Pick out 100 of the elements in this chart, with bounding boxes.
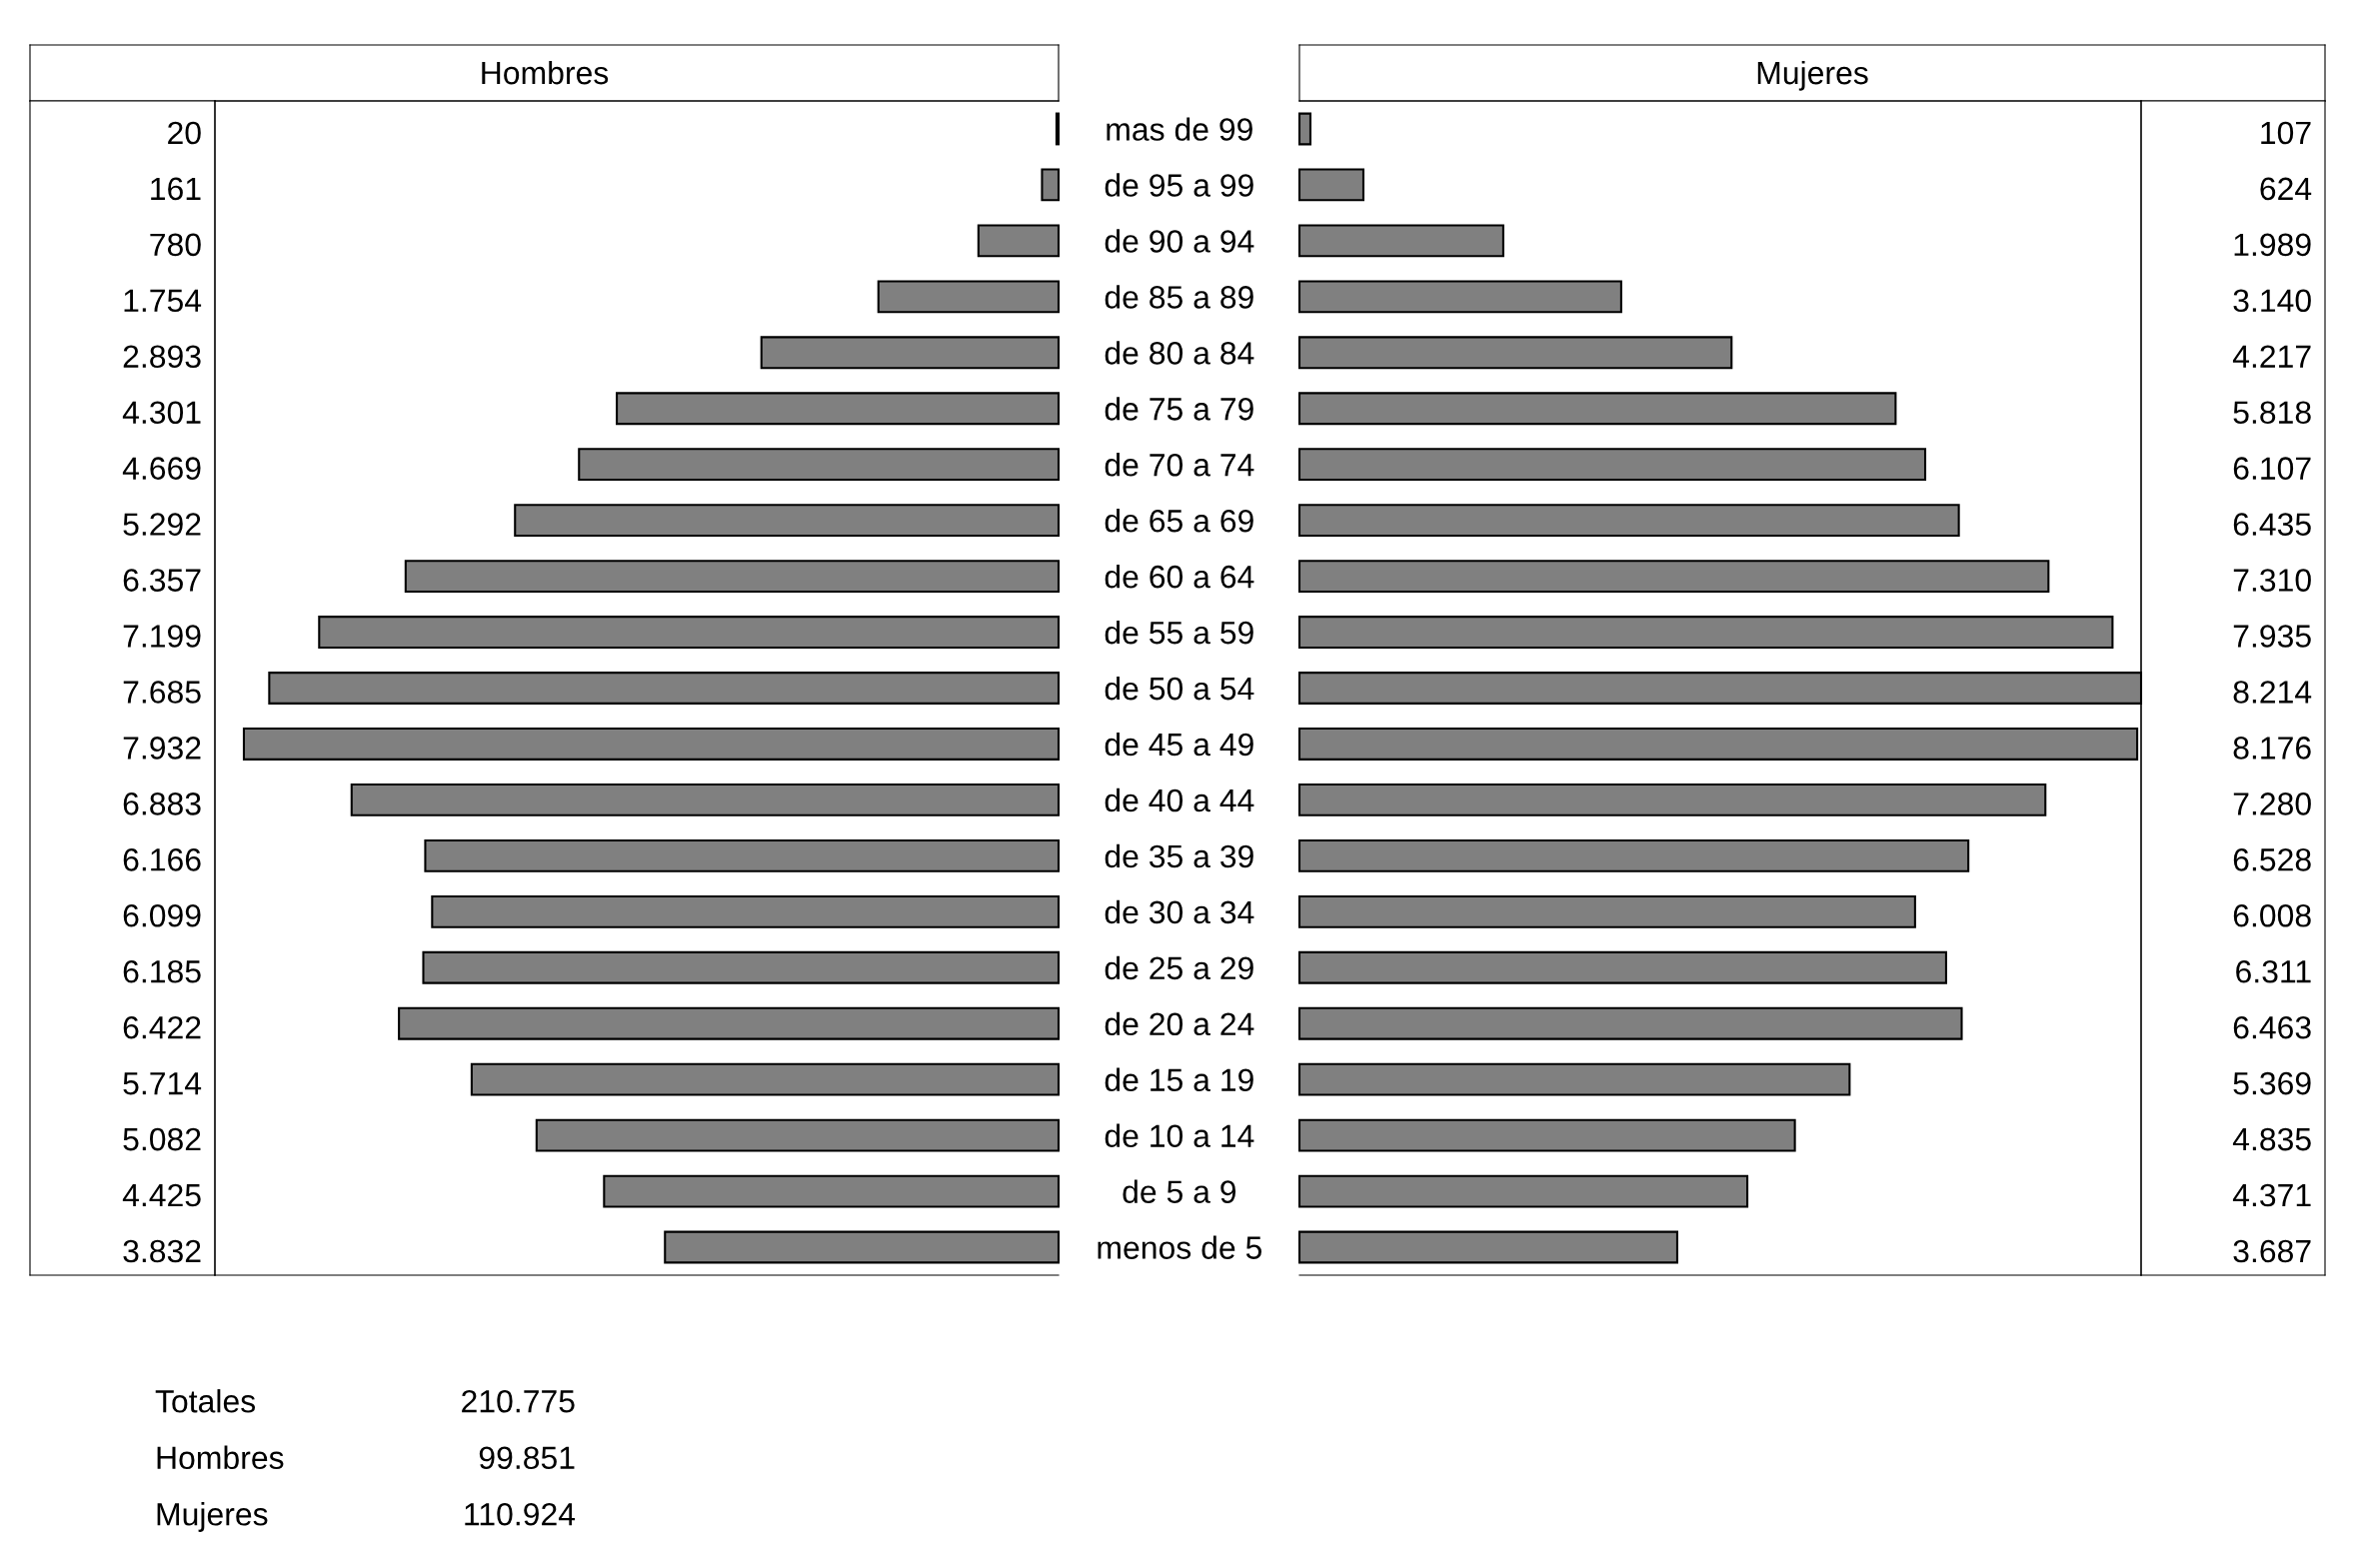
bar — [616, 392, 1061, 426]
bar — [603, 1174, 1061, 1208]
text: 99.851 — [479, 1446, 575, 1470]
data-label: 161 — [151, 177, 201, 201]
y-tick-label: de 85 a 89 — [1105, 285, 1253, 309]
y-tick-label: de 45 a 49 — [1105, 732, 1253, 757]
chart-title: Mujeres — [1757, 60, 1868, 91]
data-label: 7.199 — [123, 625, 201, 648]
y-tick-label: de 60 a 64 — [1105, 565, 1254, 589]
bar — [1297, 894, 1916, 928]
bar — [1297, 1118, 1796, 1152]
bar — [1297, 112, 1312, 146]
bar — [1055, 112, 1061, 146]
bar — [398, 1006, 1061, 1040]
data-label: 4.425 — [122, 1183, 201, 1207]
data-label: 6.422 — [123, 1015, 201, 1039]
bar — [350, 783, 1061, 816]
data-label: 780 — [150, 233, 201, 257]
text: Mujeres — [157, 1502, 268, 1532]
bar — [1297, 280, 1622, 314]
bar — [431, 894, 1061, 928]
data-label: 6.528 — [2233, 848, 2311, 871]
y-tick-label: menos de 5 — [1098, 1235, 1261, 1259]
data-label: 6.357 — [123, 569, 201, 592]
data-label: 7.935 — [2233, 625, 2311, 648]
bar — [1297, 1174, 1749, 1208]
bar — [760, 336, 1061, 370]
bar — [1297, 950, 1947, 984]
bar — [977, 224, 1061, 258]
data-label: 6.185 — [123, 959, 201, 983]
data-label: 3.687 — [2233, 1239, 2311, 1263]
bar — [578, 448, 1061, 482]
bar — [1297, 1006, 1963, 1040]
data-label: 20 — [168, 121, 201, 145]
bar — [242, 728, 1061, 761]
data-label: 8.176 — [2233, 737, 2311, 760]
bar — [470, 1062, 1061, 1096]
data-label: 5.082 — [123, 1127, 201, 1151]
data-label: 7.932 — [123, 737, 201, 760]
chart-title: Hombres — [482, 60, 609, 85]
y-tick-label: de 90 a 94 — [1105, 229, 1254, 253]
y-tick-label: de 30 a 34 — [1105, 899, 1254, 924]
data-label: 1.754 — [124, 289, 202, 313]
data-label: 6.107 — [2233, 457, 2311, 480]
bar — [1297, 560, 2050, 594]
bar — [1297, 1230, 1678, 1264]
data-label: 5.292 — [123, 513, 201, 536]
bar — [1297, 1062, 1851, 1096]
bar — [1297, 616, 2114, 649]
bar — [1041, 168, 1061, 202]
data-label: 4.371 — [2232, 1183, 2311, 1207]
data-label: 107 — [2261, 121, 2311, 145]
y-tick-label: de 55 a 59 — [1105, 620, 1253, 645]
data-label: 7.280 — [2233, 792, 2311, 815]
bar — [1297, 728, 2139, 761]
data-label: 4.301 — [122, 401, 201, 425]
data-label: 6.311 — [2236, 959, 2311, 983]
y-tick-label: de 5 a 9 — [1123, 1179, 1236, 1203]
text: 110.924 — [465, 1502, 576, 1526]
data-label: 4.669 — [122, 457, 201, 480]
bar — [1297, 336, 1733, 370]
y-tick-label: de 35 a 39 — [1105, 843, 1253, 868]
data-label: 624 — [2260, 177, 2312, 201]
data-label: 4.835 — [2232, 1127, 2311, 1151]
bar — [1297, 224, 1504, 258]
data-label: 3.140 — [2233, 289, 2311, 313]
bar — [514, 504, 1061, 538]
bar — [535, 1118, 1061, 1152]
data-label: 8.214 — [2233, 681, 2312, 704]
data-label: 6.166 — [123, 848, 201, 871]
y-tick-label: mas de 99 — [1107, 117, 1252, 141]
data-label: 6.883 — [123, 792, 201, 815]
bar — [1297, 838, 1970, 872]
y-tick-label: de 20 a 24 — [1105, 1011, 1254, 1036]
data-label: 1.989 — [2234, 233, 2311, 257]
data-label: 2.893 — [123, 345, 201, 369]
y-tick-label: de 50 a 54 — [1105, 676, 1254, 701]
data-label: 7.310 — [2233, 569, 2311, 592]
y-tick-label: de 65 a 69 — [1105, 509, 1253, 533]
data-label: 6.099 — [123, 903, 201, 927]
text: Totales — [155, 1389, 256, 1413]
data-label: 6.463 — [2233, 1015, 2311, 1039]
bar — [1297, 504, 1960, 538]
y-tick-label: de 70 a 74 — [1105, 453, 1254, 477]
bar — [404, 560, 1061, 594]
bar — [1297, 448, 1927, 482]
bar — [1297, 783, 2047, 816]
y-tick-label: de 25 a 29 — [1105, 955, 1253, 980]
y-tick-label: de 95 a 99 — [1105, 173, 1253, 197]
data-label: 6.008 — [2233, 903, 2311, 927]
data-label: 5.369 — [2233, 1071, 2311, 1095]
bar — [1297, 392, 1897, 426]
text: Hombres — [157, 1445, 284, 1470]
y-tick-label: de 75 a 79 — [1105, 397, 1253, 421]
data-label: 4.217 — [2232, 345, 2311, 368]
bar — [422, 950, 1061, 984]
bar — [424, 838, 1061, 872]
data-label: 5.714 — [123, 1072, 202, 1095]
data-label: 3.832 — [123, 1239, 201, 1263]
bar — [877, 280, 1061, 314]
